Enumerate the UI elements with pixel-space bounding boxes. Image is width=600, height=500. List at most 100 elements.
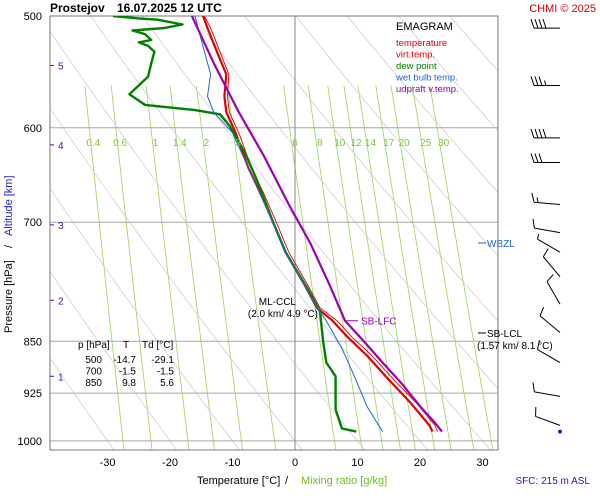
series-line-virt-temp- — [203, 16, 438, 432]
x-axis-label-temperature: Temperature [°C] — [197, 475, 280, 487]
temperature-tick-label: 0 — [292, 457, 298, 469]
pressure-tick-label: 600 — [24, 123, 42, 135]
table-cell: -14.7 — [113, 355, 136, 366]
mixing-ratio-label: 20 — [399, 138, 411, 149]
copyright-label: CHMI © 2025 — [529, 3, 596, 15]
table-cell: 5.6 — [160, 378, 174, 389]
dry-adiabat — [50, 187, 240, 450]
table-cell: -29.1 — [151, 355, 174, 366]
y-axis-label-separator: / — [3, 244, 15, 248]
wind-barb — [532, 382, 561, 397]
dry-adiabat — [295, 16, 498, 257]
legend-entry: dew point — [396, 61, 437, 72]
table-cell: -1.5 — [157, 367, 175, 378]
mixing-ratio-label: 14 — [365, 138, 377, 149]
series-line-wet-bulb-temp- — [194, 16, 383, 432]
lcl-sub-label: (1.57 km/ 8.1 °C) — [477, 341, 553, 352]
series-line-udpraft-v-temp- — [190, 16, 443, 433]
dry-adiabat — [50, 270, 178, 450]
dry-adiabat — [90, 16, 429, 450]
mixing-ratio-label: 2 — [204, 138, 210, 149]
dry-adiabat — [449, 16, 498, 72]
dry-adiabat — [192, 16, 498, 390]
wind-barb — [536, 340, 561, 363]
y-axis-label-pressure: Pressure [hPa] — [3, 260, 15, 333]
wind-barb — [542, 248, 561, 277]
x-axis-label-separator: / — [285, 475, 289, 487]
mixing-ratio-label: 10 — [334, 138, 346, 149]
mixing-ratio-line — [390, 85, 452, 450]
mixing-ratio-line — [145, 85, 190, 450]
mixing-ratio-line — [429, 85, 494, 450]
station-name: Prostejov — [50, 1, 105, 15]
pressure-tick-label: 700 — [24, 217, 42, 229]
altitude-tick-label: 1 — [58, 372, 64, 383]
dry-adiabat — [50, 357, 115, 450]
mixing-ratio-label: 30 — [438, 138, 450, 149]
legend-entry: temperature — [396, 38, 447, 49]
table-cell: 850 — [85, 378, 102, 389]
mixing-ratio-line — [307, 85, 363, 450]
wind-barb — [546, 274, 561, 305]
mixing-ratio-label: 6 — [292, 138, 298, 149]
plot-frame — [49, 15, 499, 451]
dry-adiabat — [50, 107, 303, 450]
surface-elevation-label: SFC: 215 m ASL — [516, 476, 591, 487]
wind-barb — [530, 18, 560, 29]
ccl-sub-label: (2.0 km/ 4.9 °C) — [248, 309, 318, 320]
pressure-tick-label: 1000 — [18, 436, 42, 448]
mixing-ratio-label: 0.6 — [113, 138, 127, 149]
wind-barb — [535, 406, 561, 426]
wbzl-label: WBZL — [487, 239, 515, 250]
table-cell: 700 — [85, 367, 102, 378]
profile-series — [112, 16, 443, 433]
mixing-ratio-label: 8 — [317, 138, 323, 149]
wind-barb — [531, 192, 561, 205]
ccl-label: ML-CCL — [259, 297, 297, 308]
annotations: ML-CCL(2.0 km/ 4.9 °C) SB-LFC SB-LCL(1.57 … — [248, 239, 553, 352]
x-axis-label-mixing-ratio: Mixing ratio [g/kg] — [301, 475, 387, 487]
temperature-tick-label: -30 — [100, 457, 116, 469]
mixing-ratio-label: 17 — [383, 138, 395, 149]
temperature-tick-label: -20 — [162, 457, 178, 469]
lcl-label: SB-LCL — [487, 329, 522, 340]
dry-adiabat — [346, 16, 498, 194]
dry-adiabat — [244, 16, 498, 322]
mixing-ratio-label: 0.4 — [86, 138, 100, 149]
altitude-tick-label: 4 — [58, 141, 64, 152]
series-line-dew-point — [112, 16, 357, 433]
mixing-ratio-label: 25 — [420, 138, 432, 149]
observation-time: 16.07.2025 12 UTC — [117, 1, 222, 15]
mixing-ratio-line — [84, 85, 125, 450]
table-cell: 9.8 — [122, 378, 136, 389]
temperature-tick-label: 10 — [351, 457, 363, 469]
pressure-tick-label: 850 — [24, 336, 42, 348]
pressure-tick-label: 925 — [24, 388, 42, 400]
mixing-ratio-label: 3 — [235, 138, 241, 149]
altitude-tick-label: 5 — [58, 61, 64, 72]
table-cell: -1.5 — [119, 367, 137, 378]
mixing-ratio-line — [327, 85, 384, 450]
dry-adiabats — [50, 16, 498, 450]
wind-barb — [530, 76, 560, 86]
altitude-tick-label: 3 — [58, 221, 64, 232]
altitude-tick-label: 2 — [58, 296, 64, 307]
legend-entry: udpraft v.temp. — [396, 84, 459, 95]
mixing-ratio-lines — [84, 85, 494, 450]
temperature-tick-label: -10 — [225, 457, 241, 469]
mixing-ratio-line — [343, 85, 401, 450]
mixing-ratio-line — [227, 85, 277, 450]
wind-barb — [530, 128, 560, 139]
wind-barb — [536, 233, 561, 253]
y-axis-label-altitude: Altitude [km] — [3, 175, 15, 236]
dry-adiabat — [141, 16, 492, 450]
wind-barb — [539, 306, 561, 333]
table-header-cell: p [hPa] — [78, 340, 110, 351]
axis-text: 0.4 0.6 1 1.4 2 3 6 8 10 12 14 17 20 25 30500600700850… — [3, 1, 596, 487]
mixing-ratio-line — [169, 85, 215, 450]
mixing-ratio-line — [357, 85, 416, 450]
dry-adiabat — [397, 16, 498, 132]
table-cell: 500 — [85, 355, 102, 366]
mixing-ratio-line — [411, 85, 475, 450]
